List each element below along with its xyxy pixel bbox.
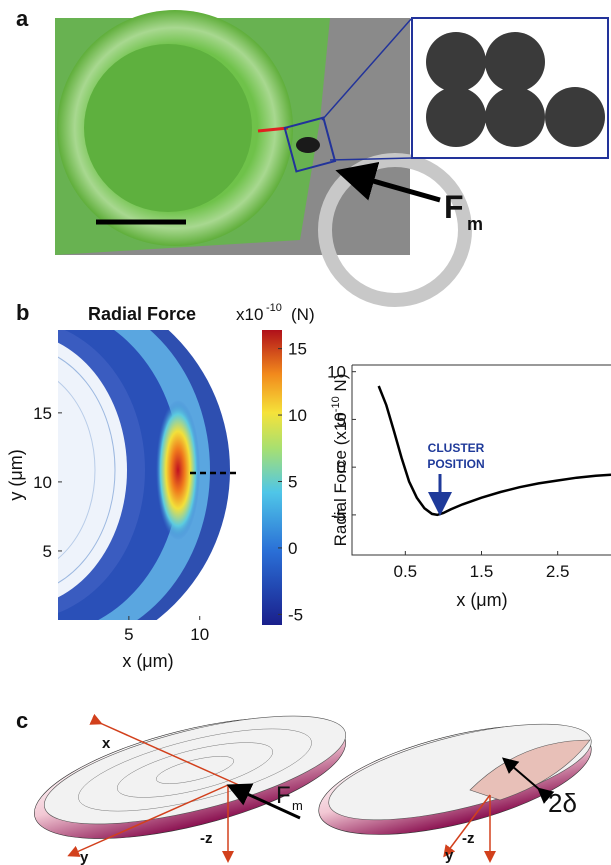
axis-name: -z: [200, 830, 213, 847]
gap-label: 2δ: [548, 788, 577, 818]
force-subscript: m: [467, 214, 483, 234]
label-part: Radial Force (x10: [331, 412, 350, 546]
unit-prefix: x10: [236, 305, 263, 324]
panel-label: b: [16, 300, 29, 325]
force-symbol: F: [444, 189, 464, 225]
heatmap-title: Radial Force: [88, 304, 196, 324]
x-tick-label: 10: [190, 625, 209, 644]
label-part: N): [331, 374, 350, 397]
annotation: POSITION: [427, 457, 484, 471]
page: {"panel_labels": ["a", "b", "c"], "panel…: [0, 0, 611, 865]
colorbar-tick-label: 10: [288, 406, 307, 425]
colorbar-tick-label: 15: [288, 340, 307, 359]
x-tick-label: 1.5: [470, 562, 494, 581]
y-axis-label: Radial Force (x10-10 N): [330, 374, 350, 547]
panel-label: a: [16, 6, 29, 31]
y-tick-label: 10: [33, 473, 52, 492]
y-tick-label: 15: [33, 404, 52, 423]
ellipsoid-left: [23, 693, 357, 864]
ellipsoid-right: [309, 703, 602, 860]
axis-name: y: [80, 849, 89, 865]
colorbar-tick-label: -5: [288, 605, 303, 624]
x-tick-label: 5: [124, 625, 133, 644]
panel-label: c: [16, 708, 28, 733]
axis-name: y: [445, 847, 454, 864]
force-symbol: F: [276, 782, 291, 809]
axis-name: x: [102, 735, 111, 752]
figure: a F m b Radial Force x10 -10 (N) 5105101…: [0, 0, 611, 865]
unit-exponent: -10: [266, 302, 282, 314]
x-tick-label: 0.5: [394, 562, 418, 581]
x-tick-label: 2.5: [546, 562, 570, 581]
line: [379, 386, 611, 515]
unit: (N): [291, 305, 315, 324]
y-axis-label: y (μm): [6, 449, 26, 500]
heatmap-image: [0, 280, 282, 660]
y-tick-label: 5: [43, 542, 52, 561]
micrograph: [55, 10, 608, 300]
colorbar-tick-label: 0: [288, 539, 297, 558]
label-exponent: -10: [330, 396, 342, 412]
colorbar-tick-label: 5: [288, 472, 297, 491]
force-subscript: m: [292, 798, 303, 813]
x-axis-label: x (μm): [122, 651, 173, 671]
axis-name: -z: [462, 830, 475, 847]
annotation: CLUSTER: [428, 441, 485, 455]
x-axis-label: x (μm): [456, 590, 507, 610]
